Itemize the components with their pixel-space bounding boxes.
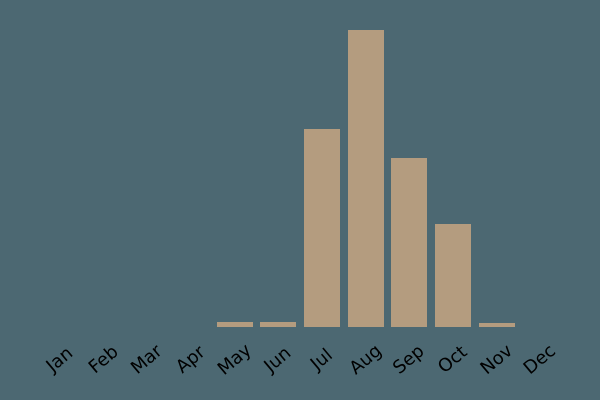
bar-sep: [391, 158, 428, 327]
x-tick-label-oct: Oct: [434, 341, 472, 378]
x-tick-label-jul: Jul: [306, 344, 337, 375]
x-tick-label-jan: Jan: [42, 342, 78, 377]
bar-jun: [260, 322, 297, 327]
bar-jul: [304, 129, 340, 327]
x-tick-label-mar: Mar: [127, 340, 167, 379]
x-tick-label-aug: Aug: [345, 340, 386, 379]
x-tick-label-dec: Dec: [519, 340, 561, 379]
x-tick-label-may: May: [213, 339, 256, 380]
x-tick-label-nov: Nov: [476, 340, 517, 379]
bar-nov: [478, 323, 515, 327]
bar-may: [216, 322, 253, 327]
bar-aug: [347, 30, 384, 327]
x-tick-label-apr: Apr: [172, 341, 210, 378]
x-tick-label-jun: Jun: [260, 342, 296, 377]
bar-oct: [435, 224, 471, 327]
x-tick-label-feb: Feb: [84, 341, 123, 378]
x-tick-label-sep: Sep: [389, 340, 429, 379]
